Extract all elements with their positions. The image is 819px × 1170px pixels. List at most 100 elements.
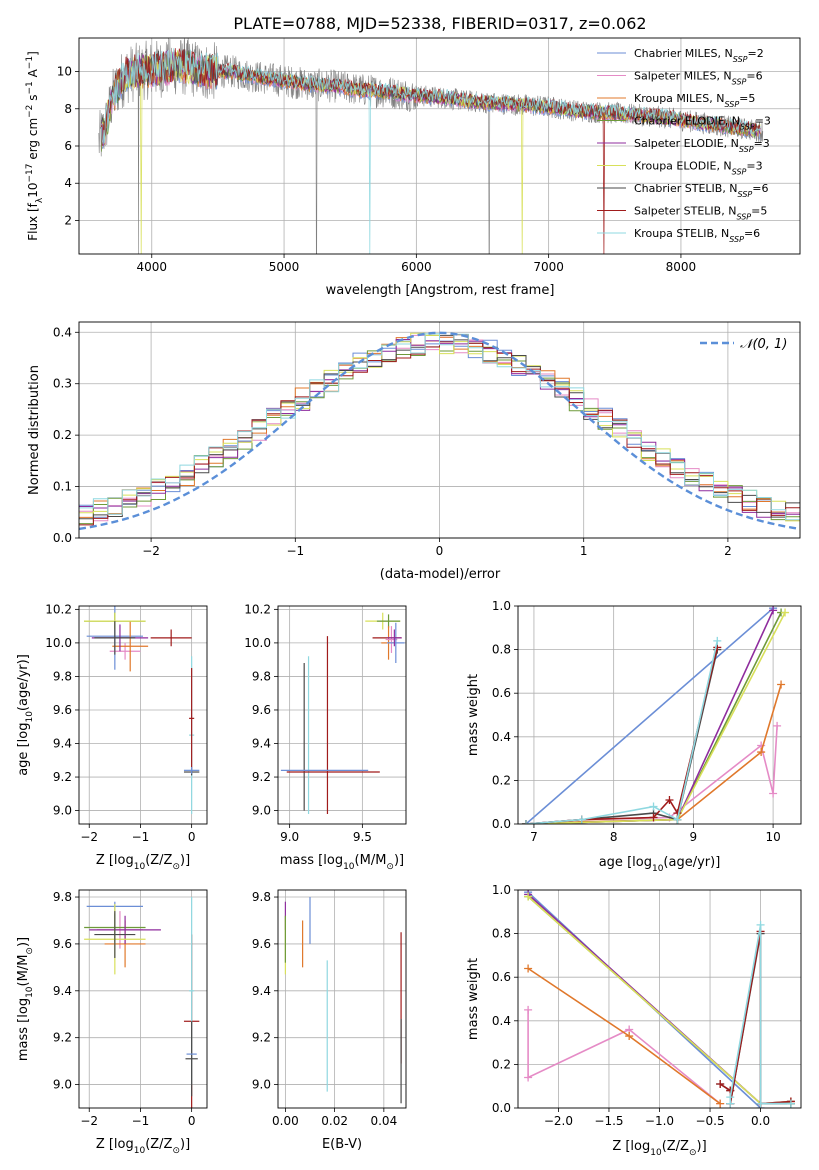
y-tick-label: 9.0 <box>252 804 271 818</box>
mass-weight-marker <box>521 820 530 824</box>
x-axis-label-part: (Z/Z <box>145 1137 172 1152</box>
x-tick-label: −2 <box>142 544 160 558</box>
legend-nssp-eq: = <box>746 70 755 83</box>
y-tick-label: 10.0 <box>244 636 271 650</box>
plot-area-mass-weight-vs-age <box>521 606 790 824</box>
legend-nssp-eq: = <box>747 47 756 60</box>
x-tick-label: 4000 <box>136 260 167 274</box>
legend-model-name: Salpeter MILES <box>634 70 716 83</box>
y-tick-label: 0.4 <box>492 730 511 744</box>
mass-weight-marker <box>773 721 782 730</box>
plot-area-mass-weight-vs-Z <box>524 890 795 1108</box>
mass-weight-marker <box>524 1073 533 1082</box>
legend-nssp-subscript: SSP <box>738 190 753 199</box>
figure-title: PLATE=0788, MJD=52338, FIBERID=0317, z=0… <box>233 14 646 33</box>
y-axis-label-part: mass [log <box>16 998 31 1061</box>
error-bar-point <box>185 1021 198 1097</box>
legend-nssp-eq: = <box>746 160 755 173</box>
legend-nssp-eq: = <box>754 137 763 150</box>
y-tick-label: 9.0 <box>53 1078 72 1092</box>
y-tick-label: 0.0 <box>492 1101 511 1115</box>
axes-mass-vs-ebv: 0.00 0.02 0.04 9.0 9.2 9.4 9.6 9.8 E(B-V) <box>252 889 407 1152</box>
x-axis-label: Z [log10(Z/Z⊙)] <box>96 853 190 872</box>
legend-label: Kroupa MILES, NSSP=5 <box>634 92 755 109</box>
x-tick-label: 5000 <box>269 260 300 274</box>
mass-weight-marker <box>781 608 790 617</box>
y-tick-label: 9.0 <box>252 1078 271 1092</box>
mass-weight-marker <box>716 1080 725 1089</box>
legend-nssp-eq: = <box>744 227 753 240</box>
error-bar-point <box>376 614 401 628</box>
x-tick-label: −0.5 <box>695 1114 724 1128</box>
x-axis-label: age [log10(age/yr)] <box>599 855 721 874</box>
x-tick-label: −1 <box>132 1114 150 1128</box>
y-tick-label: 9.2 <box>53 770 72 784</box>
y-axis-label-part: )] <box>16 937 31 947</box>
x-axis-label-part: Z [log <box>612 1139 650 1154</box>
x-axis-label: Z [log10(Z/Z⊙)] <box>612 1139 706 1158</box>
x-axis-label-part: (Z/Z <box>145 853 172 868</box>
x-axis-label-part: 10 <box>652 864 664 874</box>
x-tick-label: −2 <box>80 1114 98 1128</box>
y-tick-label: 2 <box>64 213 72 227</box>
y-axis-label-part: 10 <box>26 183 40 198</box>
axes-age-vs-mass: 9.0 9.5 9.0 9.2 9.4 9.6 9.8 10.0 10.2 mass [log10… <box>244 602 407 872</box>
x-axis-label-part: (M/M <box>355 853 387 868</box>
y-axis-label: Flux [fλ10−17 erg cm−2 s−1 A−1] <box>25 51 45 241</box>
plot-area-age-vs-mass <box>280 612 405 814</box>
y-tick-label: 9.2 <box>252 1031 271 1045</box>
mass-weight-marker <box>665 796 674 805</box>
x-tick-label: 0 <box>188 1114 196 1128</box>
y-tick-label: 0.2 <box>492 1057 511 1071</box>
legend-nssp-subscript: SSP <box>729 235 744 244</box>
axes-frame <box>277 605 407 825</box>
y-tick-label: 0.8 <box>492 643 511 657</box>
error-bar-point <box>387 629 402 647</box>
plot-area-mass-vs-Z <box>84 897 200 1108</box>
y-axis-label-part: erg cm <box>26 118 40 164</box>
y-tick-label: 0.1 <box>53 480 72 494</box>
x-tick-label: 10 <box>765 830 780 844</box>
y-tick-label: 9.0 <box>53 804 72 818</box>
x-tick-label: 2 <box>724 544 732 558</box>
mass-weight-marker <box>524 964 533 973</box>
x-tick-label: 7 <box>530 830 538 844</box>
legend-nssp-eq: = <box>752 182 761 195</box>
y-tick-label: 10.2 <box>244 602 271 616</box>
legend-nssp-prefix: , N <box>724 137 739 150</box>
mass-weight-marker <box>756 920 765 929</box>
legend-label: Salpeter ELODIE, NSSP=3 <box>634 137 770 154</box>
axes-frame <box>517 889 802 1109</box>
mass-weight-line <box>525 612 786 824</box>
error-bar-point <box>94 621 136 655</box>
legend-nssp-prefix: , N <box>716 70 731 83</box>
y-tick-label: 0.4 <box>53 325 72 339</box>
y-axis-label-part: −17 <box>25 164 35 183</box>
y-tick-label: 9.6 <box>252 703 271 717</box>
legend-model-name: Chabrier ELODIE <box>634 115 725 128</box>
mass-weight-marker <box>649 813 658 822</box>
x-tick-label: 9.0 <box>280 830 299 844</box>
x-tick-label: −1 <box>286 544 304 558</box>
mass-weight-line <box>729 924 791 1105</box>
x-tick-label: 9 <box>690 830 698 844</box>
legend-nssp-prefix: , N <box>718 47 733 60</box>
y-axis-label-part: −1 <box>25 81 35 94</box>
y-tick-label: 9.8 <box>252 669 271 683</box>
x-axis-label: mass [log10(M/M⊙)] <box>280 853 404 872</box>
legend-nssp-subscript: SSP <box>739 145 754 154</box>
y-tick-label: 9.4 <box>53 737 72 751</box>
y-tick-label: 0.2 <box>53 428 72 442</box>
y-tick-label: 6 <box>64 139 72 153</box>
axes-frame <box>78 605 208 825</box>
error-bar-point <box>112 621 149 672</box>
legend-nssp-value: 5 <box>760 205 767 218</box>
mass-weight-line <box>525 612 782 824</box>
legend-nssp-eq: = <box>755 115 764 128</box>
legend-model-name: Chabrier MILES <box>634 47 718 60</box>
axes-mass-weight-vs-Z: −2.0 −1.5 −1.0 −0.5 0.0 0.0 0.2 0.4 0.6 0.8 1.0 Z [… <box>466 883 802 1158</box>
legend-nssp-subscript: SSP <box>732 77 747 86</box>
mass-weight-marker <box>756 1099 765 1108</box>
legend-nssp-value: 5 <box>748 92 755 105</box>
